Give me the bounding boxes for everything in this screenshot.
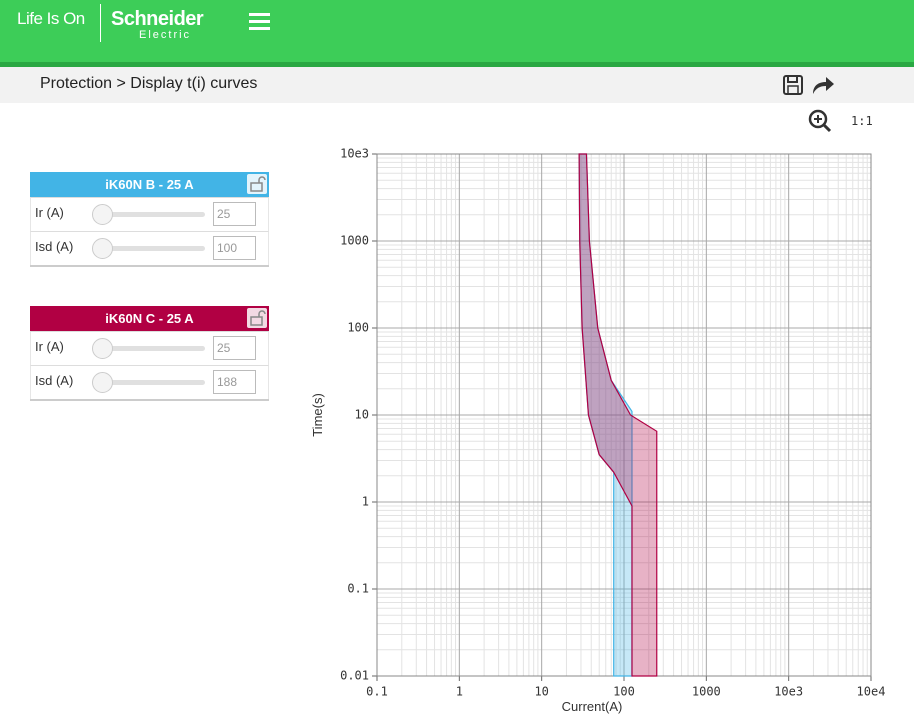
x-tick-label: 1000: [692, 685, 721, 699]
x-tick-label: 100: [613, 685, 635, 699]
y-axis-title: Time(s): [310, 393, 325, 437]
parameter-row: Isd (A) 100: [30, 231, 269, 265]
breadcrumb-bar: Protection > Display t(i) curves: [0, 67, 914, 103]
parameter-label: Isd (A): [35, 373, 74, 388]
parameter-label: Ir (A): [35, 339, 64, 354]
y-tick-label: 1: [362, 495, 369, 509]
parameter-input[interactable]: 188: [213, 370, 256, 394]
y-tick-label: 1000: [340, 234, 369, 248]
parameter-input[interactable]: 25: [213, 336, 256, 360]
panel: iK60N B - 25 A Ir (A) 25 Isd (A) 100: [30, 172, 269, 267]
lock-button[interactable]: [247, 308, 267, 328]
y-tick-label: 100: [347, 321, 369, 335]
x-axis-title: Current(A): [562, 699, 623, 714]
slider-handle[interactable]: [92, 204, 113, 225]
zoom-button[interactable]: [808, 109, 832, 133]
share-button[interactable]: [811, 74, 835, 96]
lock-button[interactable]: [247, 174, 267, 194]
breadcrumb: Protection > Display t(i) curves: [40, 75, 258, 92]
slider-handle[interactable]: [92, 338, 113, 359]
panel-title: iK60N B - 25 A: [30, 172, 269, 197]
slider-track: [93, 246, 205, 251]
slider-handle[interactable]: [92, 372, 113, 393]
divider: [100, 4, 101, 42]
x-tick-label: 10e4: [857, 685, 886, 699]
tagline: Life Is On: [17, 9, 85, 28]
y-tick-label: 10: [355, 408, 369, 422]
parameter-row: Isd (A) 188: [30, 365, 269, 399]
parameter-row: Ir (A) 25: [30, 331, 269, 365]
menu-button[interactable]: [249, 12, 271, 32]
panel: iK60N C - 25 A Ir (A) 25 Isd (A) 188: [30, 306, 269, 401]
chart: Current(A) Time(s) 0.1 1 10 100 1000 10e3 10e4…: [310, 147, 886, 715]
slider-handle[interactable]: [92, 238, 113, 259]
parameter-label: Ir (A): [35, 205, 64, 220]
x-tick-label: 1: [456, 685, 463, 699]
y-tick-label: 0.1: [347, 582, 369, 596]
parameter-label: Isd (A): [35, 239, 74, 254]
parameter-row: Ir (A) 25: [30, 197, 269, 231]
parameter-input[interactable]: 25: [213, 202, 256, 226]
x-tick-label: 10e3: [774, 685, 803, 699]
panel-title: iK60N C - 25 A: [30, 306, 269, 331]
x-tick-label: 10: [534, 685, 548, 699]
brand-sub: Electric: [139, 29, 192, 41]
top-bar: Life Is On Schneider Electric: [0, 0, 914, 62]
stripe: [0, 62, 914, 67]
trip-curve-area: [578, 153, 658, 677]
y-tick-label: 0.01: [340, 669, 369, 683]
parameter-input[interactable]: 100: [213, 236, 256, 260]
slider-track: [93, 212, 205, 217]
slider-track: [93, 346, 205, 351]
y-tick-label: 10e3: [340, 147, 369, 161]
x-tick-label: 0.1: [366, 685, 388, 699]
brand: Schneider: [111, 8, 204, 30]
slider-track: [93, 380, 205, 385]
save-button[interactable]: [782, 74, 804, 96]
zoom-reset[interactable]: 1:1: [851, 114, 873, 128]
